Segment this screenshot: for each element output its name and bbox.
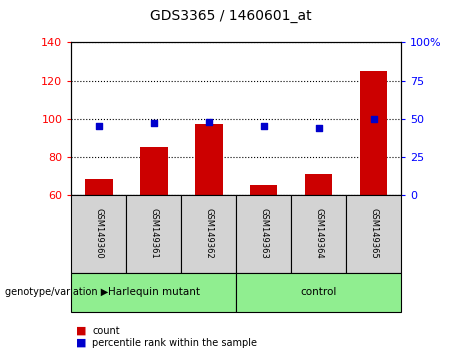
Text: count: count (92, 326, 120, 336)
Text: control: control (301, 287, 337, 297)
Bar (305, 174, 332, 195)
Point (370, 116, 377, 121)
Text: GDS3365 / 1460601_at: GDS3365 / 1460601_at (150, 9, 311, 23)
Point (205, 119, 213, 125)
Text: genotype/variation ▶: genotype/variation ▶ (5, 287, 108, 297)
Text: GSM149360: GSM149360 (95, 208, 103, 259)
Point (150, 120, 158, 126)
Text: GSM149363: GSM149363 (259, 208, 268, 259)
Text: ■: ■ (76, 338, 87, 348)
Point (315, 125, 322, 131)
Text: GSM149361: GSM149361 (149, 208, 159, 259)
Bar (360, 71, 387, 195)
Text: ■: ■ (76, 326, 87, 336)
Bar (250, 185, 278, 195)
Point (95, 124, 103, 129)
Text: GSM149364: GSM149364 (314, 208, 323, 259)
Bar (85, 179, 112, 195)
Text: GSM149365: GSM149365 (369, 208, 378, 259)
Bar (195, 124, 223, 195)
Text: Harlequin mutant: Harlequin mutant (108, 287, 200, 297)
Text: percentile rank within the sample: percentile rank within the sample (92, 338, 257, 348)
Bar (140, 147, 168, 195)
Text: GSM149362: GSM149362 (204, 208, 213, 259)
Point (260, 124, 267, 129)
